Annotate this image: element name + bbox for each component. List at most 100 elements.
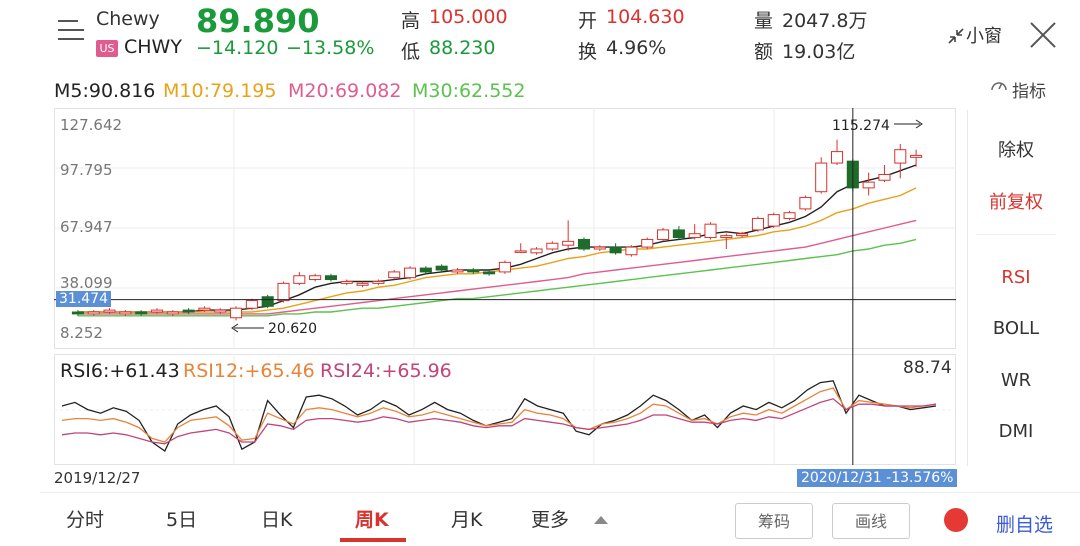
price-tick-1: 127.642 <box>60 116 123 134</box>
candle-body <box>435 265 448 271</box>
volume-label: 量 <box>754 10 774 32</box>
low-value: 88.230 <box>429 37 496 59</box>
max-marker-arrowhead <box>915 119 923 129</box>
more-caret-icon[interactable] <box>594 516 608 524</box>
rsi-line-rsi6 <box>61 380 937 452</box>
ma10-value: M10:79.195 <box>163 80 277 102</box>
candle-body <box>657 229 670 240</box>
menu-icon[interactable] <box>58 20 84 42</box>
crosshair-date: 2020/12/31 -13.576% <box>797 469 958 487</box>
min-price-marker: 20.620 <box>268 321 317 337</box>
candle-body <box>593 246 606 250</box>
tab-weekly[interactable]: 周K <box>355 509 389 531</box>
candle-body <box>403 267 417 279</box>
candle-body <box>103 309 116 313</box>
price-change: −14.120 <box>196 37 279 59</box>
candle-body <box>309 275 322 281</box>
mini-window-icon[interactable] <box>946 26 966 46</box>
price-change-pct: −13.58% <box>286 37 375 59</box>
rsi-option[interactable]: RSI <box>1001 267 1031 288</box>
ex-rights-option[interactable]: 除权 <box>998 140 1034 161</box>
candle-body <box>419 267 432 273</box>
candle-body <box>245 300 258 309</box>
candle-body <box>451 269 464 273</box>
candle-body <box>704 223 717 239</box>
ma-line-m30 <box>77 238 917 317</box>
turnover-value: 4.96% <box>606 37 667 59</box>
mini-window-button[interactable]: 小窗 <box>966 26 1002 47</box>
candle-body <box>87 311 100 315</box>
indicator-button[interactable]: 指标 <box>1012 82 1046 102</box>
close-icon[interactable] <box>1028 20 1058 50</box>
candle-body <box>830 151 844 164</box>
tab-daily[interactable]: 日K <box>261 509 293 531</box>
ma-line-m20 <box>77 219 917 315</box>
candle-body <box>799 196 812 210</box>
candle-body <box>71 311 84 315</box>
tabs-divider <box>40 492 1080 493</box>
max-price-marker: 115.274 <box>832 118 890 134</box>
ma30-value: M30:62.552 <box>412 80 526 102</box>
remove-watchlist-button[interactable]: 删自选 <box>996 514 1054 536</box>
candle-body <box>119 311 132 315</box>
record-dot-icon[interactable] <box>944 508 968 532</box>
volume-value: 2047.8万 <box>782 10 868 32</box>
amount-label: 额 <box>754 41 774 63</box>
candle-body <box>483 271 496 275</box>
turnover-label: 换 <box>578 41 598 63</box>
ma-line-m10 <box>77 187 917 313</box>
candle-body <box>815 162 828 193</box>
forward-adjust-option[interactable]: 前复权 <box>989 192 1043 213</box>
high-label: 高 <box>401 10 421 32</box>
price-tick-3: 67.947 <box>60 218 113 236</box>
low-label: 低 <box>401 41 421 63</box>
dmi-option[interactable]: DMI <box>998 421 1034 442</box>
kline-chart[interactable] <box>54 108 956 468</box>
high-value: 105.000 <box>429 6 508 28</box>
candle-body <box>767 214 780 227</box>
candle-body <box>577 238 591 250</box>
candle-body <box>261 296 274 307</box>
stock-name: Chewy <box>96 8 160 30</box>
min-marker-arrowhead <box>231 323 239 333</box>
rsi12-value: RSI12:+65.46 <box>183 360 315 382</box>
candle-body <box>688 233 701 239</box>
tab-intraday[interactable]: 分时 <box>66 509 105 531</box>
candle-body <box>293 275 306 284</box>
rsi6-value: RSI6:+61.43 <box>60 360 180 382</box>
candle-body <box>562 240 575 246</box>
candle-body <box>720 235 733 239</box>
stock-ticker: CHWY <box>124 36 182 58</box>
open-value: 104.630 <box>606 6 685 28</box>
indicator-panel: 除权 前复权 RSI BOLL WR DMI <box>967 110 1064 466</box>
candle-body <box>894 149 907 164</box>
last-price: 89.890 <box>196 2 320 40</box>
candle-body <box>641 238 654 248</box>
panel-divider <box>976 234 1056 235</box>
candle-body <box>498 261 511 273</box>
rsi-line-rsi24 <box>61 398 937 445</box>
draw-line-button[interactable]: 画线 <box>832 503 910 539</box>
candle-body <box>625 246 638 256</box>
candle-body <box>783 212 796 219</box>
amount-value: 19.03亿 <box>782 41 856 63</box>
price-tick-2: 97.795 <box>60 161 113 179</box>
boll-option[interactable]: BOLL <box>992 318 1040 339</box>
candle-body <box>736 233 749 237</box>
candle-body <box>372 280 385 284</box>
wr-option[interactable]: WR <box>1000 370 1032 391</box>
open-label: 开 <box>578 10 598 32</box>
active-tab-indicator <box>340 538 406 542</box>
candle-body <box>198 307 211 311</box>
price-tick-4: 38.099 <box>60 274 113 292</box>
candle-body <box>862 181 875 189</box>
chips-button[interactable]: 筹码 <box>735 503 813 539</box>
tab-more[interactable]: 更多 <box>531 509 570 531</box>
candle-body <box>388 271 401 279</box>
candle-body <box>277 282 290 302</box>
ma20-value: M20:69.082 <box>288 80 402 102</box>
gauge-icon[interactable] <box>990 77 1008 95</box>
candle-body <box>150 309 164 313</box>
tab-5day[interactable]: 5日 <box>166 509 198 531</box>
tab-monthly[interactable]: 月K <box>451 509 483 531</box>
